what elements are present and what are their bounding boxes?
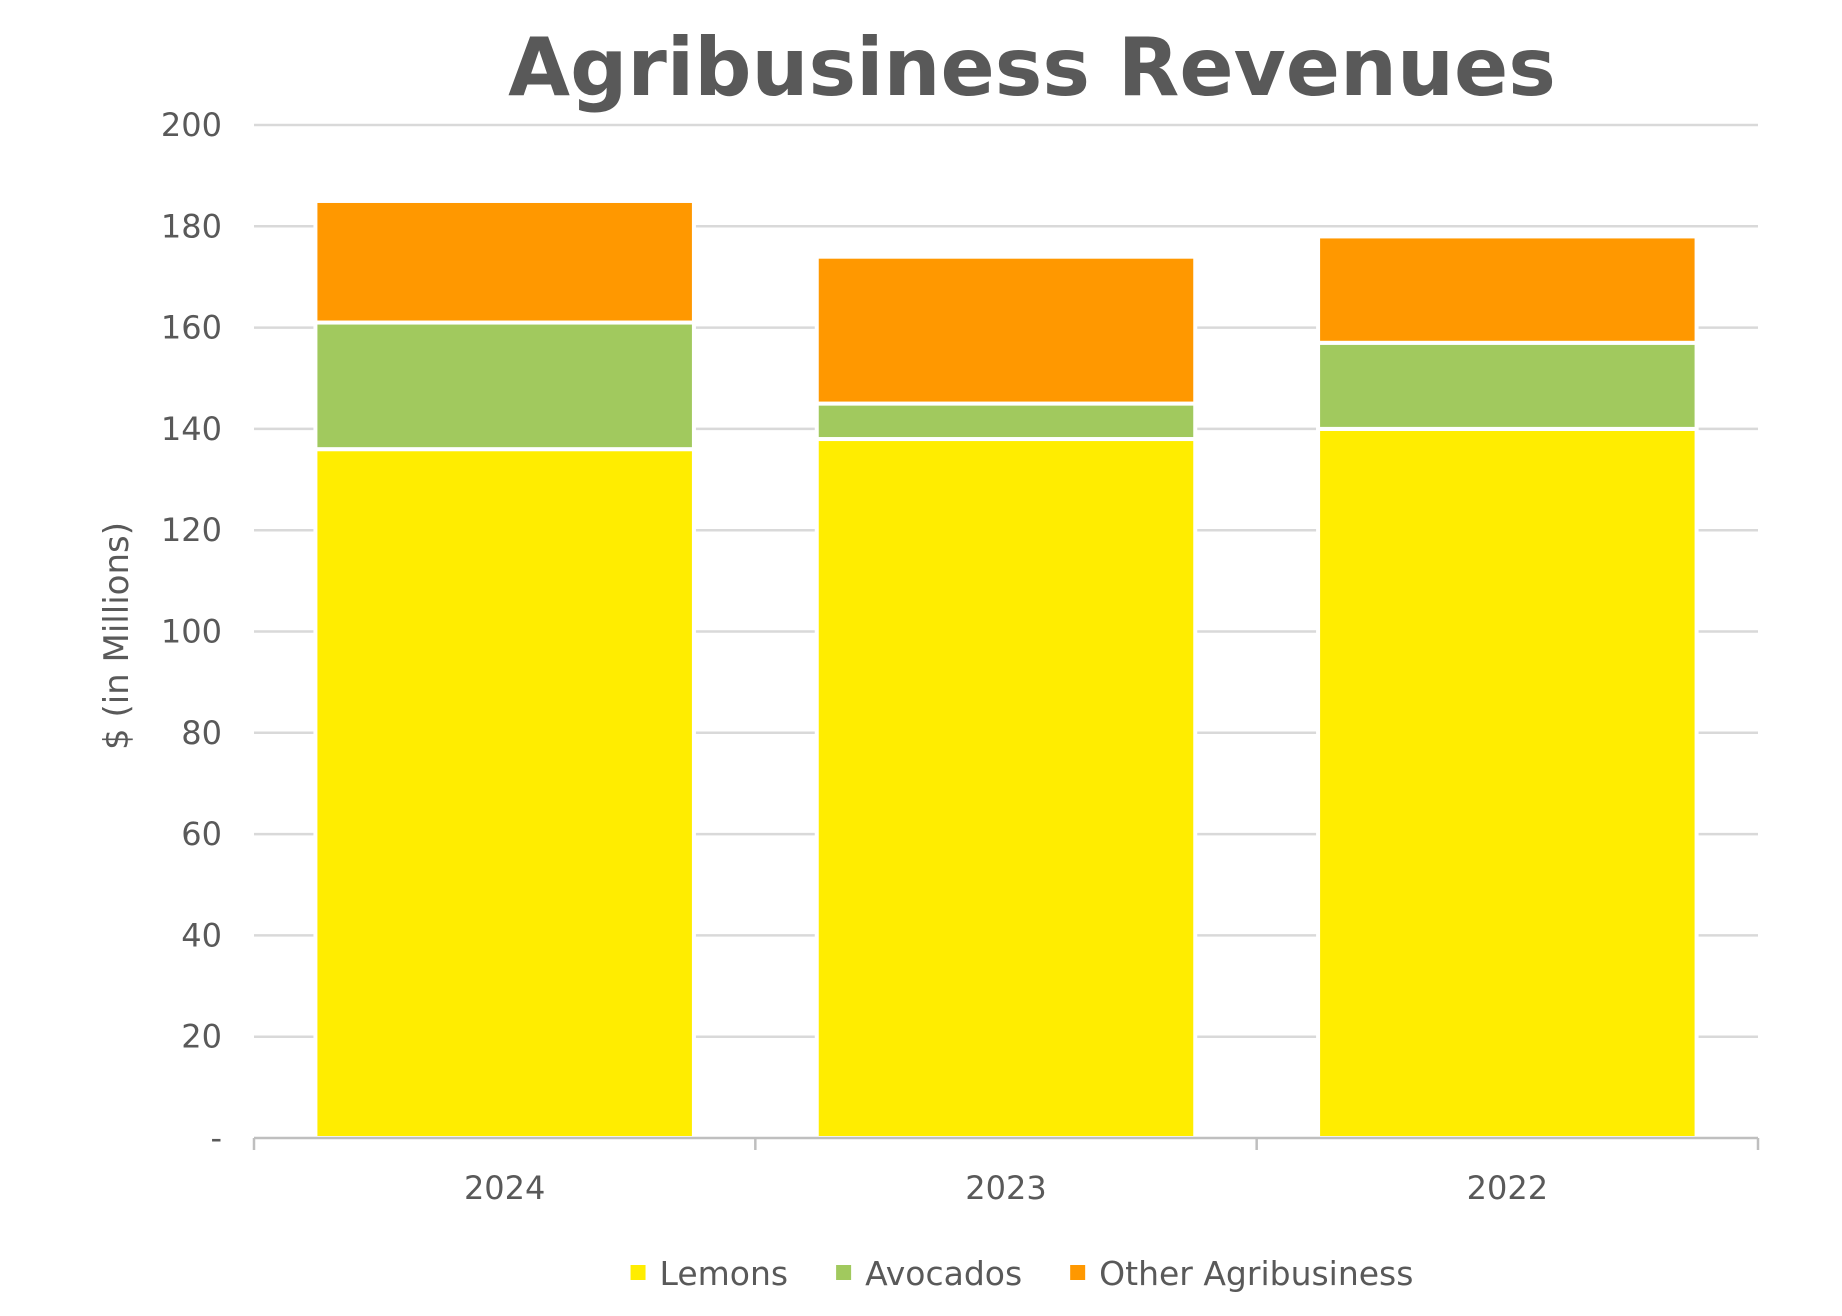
bar-other-agribusiness-2023 bbox=[814, 254, 1198, 406]
x-tick-label-2022: 2022 bbox=[1467, 1169, 1548, 1207]
x-axis: 2024 2023 2022 bbox=[252, 1136, 1760, 1207]
legend: Lemons Avocados Other Agribusiness bbox=[630, 1254, 1413, 1293]
y-tick-label: 140 bbox=[161, 410, 222, 448]
legend-swatch-avocados bbox=[836, 1265, 852, 1280]
y-tick-label: 60 bbox=[181, 815, 222, 853]
bar-avocados-2022 bbox=[1316, 340, 1699, 431]
y-tick-label: - bbox=[210, 1119, 222, 1157]
y-axis-title: $ (in Millions) bbox=[97, 522, 137, 750]
bar-lemons-2024 bbox=[313, 447, 696, 1141]
y-axis-tick-labels: - 20 40 60 80 100 120 140 160 180 200 bbox=[161, 106, 222, 1157]
y-tick-label: 180 bbox=[161, 207, 222, 245]
legend-label-other-agribusiness: Other Agribusiness bbox=[1099, 1254, 1413, 1293]
y-tick-label: 200 bbox=[161, 106, 222, 144]
bar-stack-2022 bbox=[1316, 234, 1699, 1140]
legend-label-lemons: Lemons bbox=[660, 1254, 789, 1293]
y-tick-label: 40 bbox=[181, 916, 222, 954]
bar-lemons-2023 bbox=[814, 437, 1198, 1140]
stacked-bars bbox=[313, 198, 1699, 1141]
x-tick-label-2024: 2024 bbox=[464, 1169, 545, 1207]
y-tick-label: 120 bbox=[161, 511, 222, 549]
bar-stack-2023 bbox=[814, 254, 1198, 1140]
bar-other-agribusiness-2022 bbox=[1316, 234, 1699, 345]
legend-label-avocados: Avocados bbox=[865, 1254, 1022, 1293]
y-tick-label: 20 bbox=[181, 1018, 222, 1056]
bar-lemons-2022 bbox=[1316, 426, 1699, 1140]
y-tick-label: 160 bbox=[161, 309, 222, 347]
legend-swatch-other-agribusiness bbox=[1070, 1265, 1086, 1280]
bar-other-agribusiness-2024 bbox=[313, 198, 696, 325]
legend-swatch-lemons bbox=[630, 1265, 646, 1280]
bar-stack-2024 bbox=[313, 198, 696, 1141]
y-tick-label: 100 bbox=[161, 613, 222, 651]
chart-title: Agribusiness Revenues bbox=[508, 21, 1556, 114]
y-tick-label: 80 bbox=[181, 714, 222, 752]
bar-avocados-2023 bbox=[814, 401, 1198, 442]
x-tick-label-2023: 2023 bbox=[965, 1169, 1046, 1207]
bar-avocados-2024 bbox=[313, 320, 696, 452]
